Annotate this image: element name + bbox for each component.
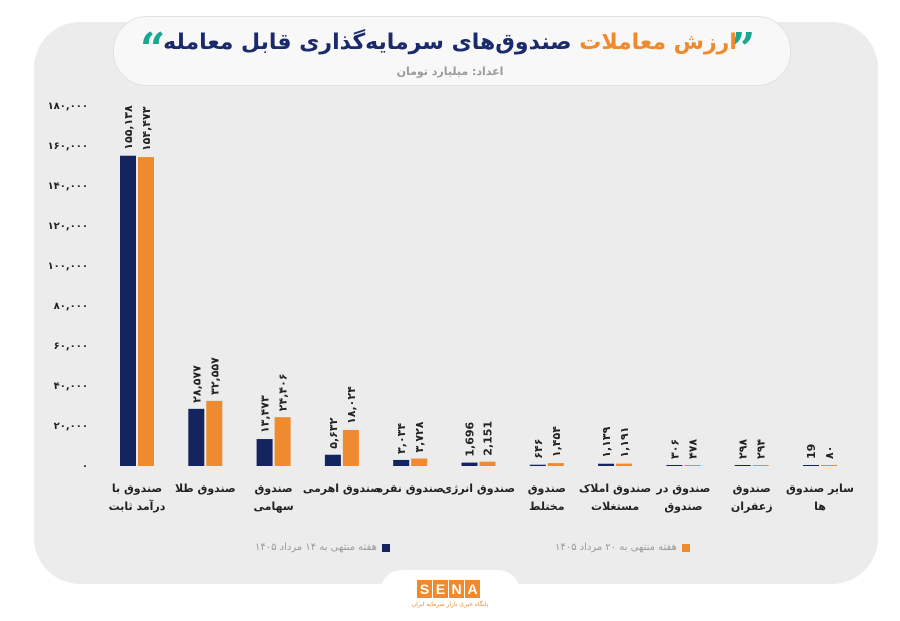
bar-series1 (803, 465, 819, 466)
x-tick-label: ها (814, 500, 826, 513)
y-tick-label: ۲۰,۰۰۰ (54, 421, 88, 432)
data-label-series2: ۲۹۴ (755, 439, 768, 459)
bar-series2 (274, 417, 291, 466)
y-tick-label: ۱۲۰,۰۰۰ (48, 221, 88, 232)
bar-series1 (461, 462, 478, 466)
y-tick-label: ۸۰,۰۰۰ (54, 301, 88, 312)
x-tick-label: سهامی (254, 500, 294, 513)
y-tick-label: ۶۰,۰۰۰ (54, 341, 88, 352)
legend-series2: هفته منتهی به ۲۰ مرداد ۱۴۰۵ (555, 542, 690, 553)
data-label-series2: ۴۷۸ (686, 439, 699, 459)
data-label-series1: ۱,۱۳۹ (600, 426, 613, 457)
data-label-series2: ۸۰ (823, 446, 836, 459)
bar-series1 (598, 463, 615, 466)
data-label-series2: ۱۵۴,۴۷۳ (140, 106, 153, 151)
data-label-series2: ۱,۱۹۱ (618, 427, 631, 458)
y-tick-label: ۱۴۰,۰۰۰ (48, 181, 88, 192)
bar-series1 (324, 454, 341, 466)
x-tick-label: صندوق در (655, 482, 710, 495)
bar-series2 (547, 463, 564, 466)
x-tick-label: صندوق (733, 482, 771, 495)
quote-right-icon: ” (730, 24, 756, 75)
bar-series2 (752, 465, 769, 466)
x-tick-label: صندوق املاک (579, 482, 651, 495)
x-tick-label: مختلط (529, 500, 565, 513)
legend-label-series1: هفته منتهی به ۱۴ مرداد ۱۴۰۵ (255, 542, 377, 553)
data-label-series2: ۳,۷۲۸ (413, 421, 426, 452)
data-label-series2: 2,151 (482, 421, 495, 456)
data-label-series2: ۲۴,۴۰۶ (277, 373, 290, 411)
bar-series2 (206, 400, 223, 466)
logo-letter-n: N (449, 580, 464, 598)
bar-series1 (529, 464, 546, 466)
logo-tagline: پایگاه خبری بازار سرمایه ایران (411, 601, 489, 608)
chart-title-main: صندوق‌های سرمایه‌گذاری قابل معامله (163, 30, 572, 55)
y-tick-label: ۰ (82, 461, 88, 472)
x-tick-label: سایر صندوق (786, 482, 854, 495)
data-label-series1: ۱۵۵,۱۳۸ (122, 105, 135, 150)
bar-series2 (821, 465, 837, 466)
bar-series2 (479, 461, 496, 466)
bar-series1 (734, 465, 751, 466)
x-tick-label: صندوق طلا (175, 482, 236, 495)
bar-series1 (256, 439, 273, 466)
bar-series2 (411, 458, 428, 466)
data-label-series1: ۳,۰۳۴ (395, 423, 408, 454)
legend-swatch-series2 (681, 543, 690, 552)
legend-label-series2: هفته منتهی به ۲۰ مرداد ۱۴۰۵ (555, 542, 677, 553)
bar-series1 (188, 408, 205, 466)
x-tick-label: صندوق با (112, 482, 162, 495)
chart-title-accent: ارزش معاملات (579, 30, 737, 55)
chart-card (34, 22, 878, 584)
data-label-series1: ۱۳,۴۷۳ (259, 395, 272, 433)
chart-subtitle: اعداد: میلیارد تومان (396, 65, 504, 78)
legend-series1: هفته منتهی به ۱۴ مرداد ۱۴۰۵ (255, 542, 390, 553)
data-label-series1: 19 (805, 444, 818, 459)
data-label-series2: ۱,۴۵۴ (550, 426, 563, 457)
logo-letter-e: E (433, 580, 448, 598)
sena-logo: S E N A (417, 580, 480, 598)
data-label-series1: 1,696 (464, 421, 477, 456)
logo-letter-a: A (465, 580, 480, 598)
x-tick-label: صندوق (528, 482, 566, 495)
bar-series2 (684, 465, 701, 466)
y-tick-label: ۴۰,۰۰۰ (54, 381, 88, 392)
data-label-series1: ۳۰۶ (668, 439, 681, 459)
bar-series1 (120, 155, 136, 466)
x-tick-label: صندوق (255, 482, 293, 495)
x-tick-label: صندوق اهرمی (303, 482, 381, 495)
x-tick-label: صندوق (664, 500, 702, 513)
x-tick-label: صندوق انرژی (442, 482, 515, 495)
data-label-series2: ۳۲,۵۵۷ (208, 357, 221, 395)
bar-series2 (342, 429, 359, 466)
chart-title: ارزش معاملات صندوق‌های سرمایه‌گذاری قابل… (0, 30, 900, 55)
x-tick-label: صندوق نقره (377, 482, 444, 495)
data-label-series1: ۲۹۸ (737, 439, 750, 459)
data-label-series2: ۱۸,۰۲۴ (345, 386, 358, 424)
data-label-series1: ۵,۶۳۲ (327, 417, 340, 448)
bar-series1 (393, 459, 410, 466)
data-label-series1: ۶۴۶ (532, 439, 545, 459)
title-pill (113, 16, 791, 86)
logo-letter-s: S (417, 580, 432, 598)
bar-series2 (616, 463, 633, 466)
x-tick-label: درآمد ثابت (109, 499, 166, 513)
quote-left-icon: “ (140, 24, 166, 75)
data-label-series1: ۲۸,۵۷۷ (190, 365, 203, 403)
y-tick-label: ۱۶۰,۰۰۰ (48, 141, 88, 152)
bar-series1 (666, 465, 683, 466)
x-tick-label: زعفران (731, 500, 773, 513)
y-tick-label: ۱۰۰,۰۰۰ (48, 261, 88, 272)
x-tick-label: مستغلات (591, 500, 639, 513)
bar-series2 (138, 157, 154, 466)
legend-swatch-series1 (381, 543, 390, 552)
y-tick-label: ۱۸۰,۰۰۰ (48, 101, 88, 112)
